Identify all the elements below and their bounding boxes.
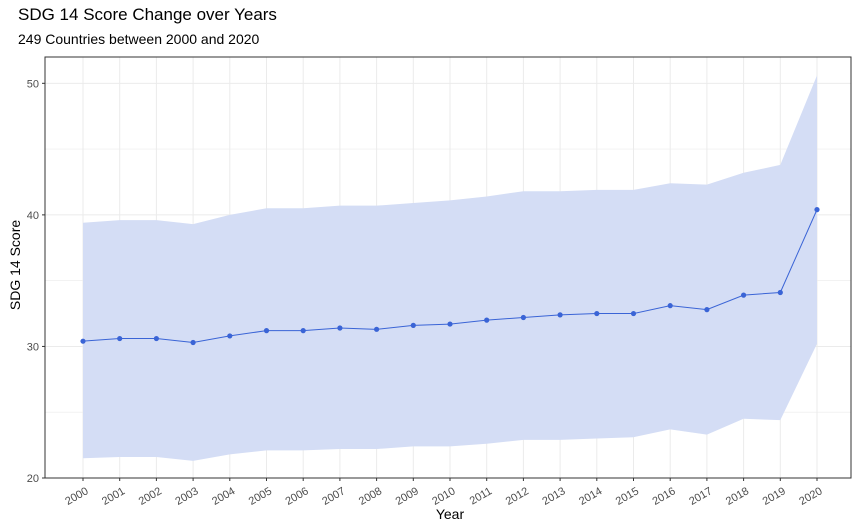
data-point-2001 <box>117 335 123 342</box>
x-tick-label: 2010 <box>430 485 457 508</box>
y-tick-label: 40 <box>27 210 39 222</box>
x-tick-label: 2012 <box>504 485 531 508</box>
y-tick-label: 50 <box>27 78 39 90</box>
data-point-2018 <box>741 292 747 298</box>
data-points <box>80 207 820 346</box>
x-tick-label: 2015 <box>614 485 641 508</box>
x-tick-label: 2009 <box>394 485 421 508</box>
x-tick-label: 2002 <box>137 485 164 508</box>
data-point-2000 <box>80 338 86 344</box>
data-point-2019 <box>777 289 783 296</box>
data-point-2017 <box>704 307 710 313</box>
x-tick-label: 2017 <box>687 485 714 508</box>
chart-title: SDG 14 Score Change over Years <box>18 5 277 24</box>
y-tick-label: 20 <box>27 473 39 485</box>
data-point-2006 <box>300 328 306 334</box>
data-point-2020 <box>814 207 820 213</box>
data-point-2005 <box>263 328 270 334</box>
data-point-2014 <box>594 310 600 317</box>
x-tick-label: 2018 <box>724 485 751 508</box>
x-tick-label: 2008 <box>357 485 384 508</box>
data-point-2009 <box>410 322 416 328</box>
x-tick-label: 2020 <box>797 485 824 508</box>
data-point-2010 <box>447 321 453 327</box>
x-tick-label: 2011 <box>468 485 494 507</box>
x-tick-label: 2013 <box>540 485 567 508</box>
x-axis: 2000 2001 2002 2003 2004 2005 2006 2007 2008 2009… <box>63 478 825 508</box>
data-point-2008 <box>374 326 380 332</box>
x-tick-label: 2014 <box>577 485 604 508</box>
y-tick-label: 30 <box>27 341 39 353</box>
x-axis-title: Year <box>436 506 465 522</box>
x-tick-label: 2004 <box>210 485 237 508</box>
y-axis-title: SDG 14 Score <box>7 220 23 310</box>
chart-subtitle: 249 Countries between 2000 and 2020 <box>18 31 260 47</box>
x-tick-label: 2000 <box>63 485 90 508</box>
x-tick-label: 2001 <box>100 485 127 508</box>
data-point-2013 <box>557 312 563 318</box>
x-tick-label: 2007 <box>320 485 347 508</box>
data-point-2007 <box>337 325 343 331</box>
data-point-2016 <box>667 303 673 309</box>
data-point-2012 <box>520 314 527 321</box>
x-tick-label: 2006 <box>283 485 310 508</box>
score-range-band <box>83 75 817 461</box>
data-point-2003 <box>190 339 196 346</box>
x-tick-label: 2016 <box>650 485 677 508</box>
data-point-2004 <box>227 333 233 339</box>
plot-border <box>44 56 852 479</box>
data-point-2002 <box>153 335 159 342</box>
x-tick-label: 2005 <box>247 485 274 508</box>
x-tick-label: 2019 <box>761 485 788 508</box>
y-axis: 20 30 40 50 <box>27 78 45 485</box>
data-point-2015 <box>630 310 637 317</box>
data-point-2011 <box>484 317 490 323</box>
x-tick-label: 2003 <box>173 485 200 508</box>
